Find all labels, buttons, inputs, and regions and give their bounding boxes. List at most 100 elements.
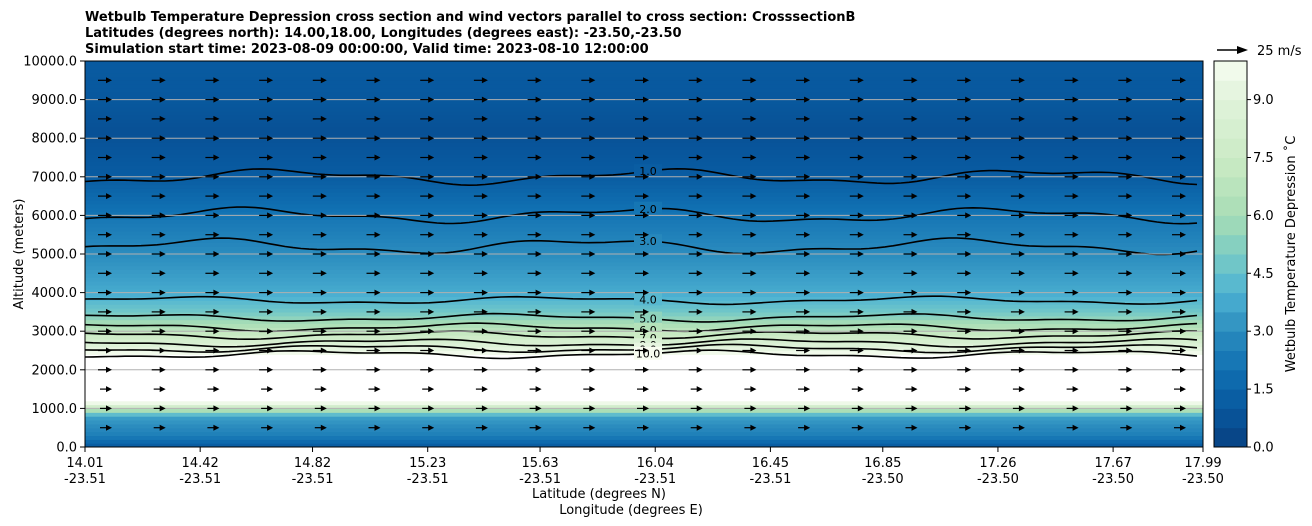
colorbar-segment bbox=[1214, 292, 1247, 313]
colorbar-segment bbox=[1214, 331, 1247, 351]
wind-vector-head bbox=[267, 405, 274, 412]
wind-vector-head bbox=[428, 96, 435, 103]
wind-vector-head bbox=[481, 270, 488, 277]
x-tick-label-lon: -23.50 bbox=[977, 472, 1019, 487]
field-band bbox=[85, 435, 1203, 440]
wind-vector-head bbox=[750, 270, 757, 277]
wind-vector-head bbox=[1072, 289, 1079, 296]
wind-vector-head bbox=[106, 115, 112, 122]
wind-vector-head bbox=[696, 231, 703, 238]
y-tick-label: 2000.0 bbox=[32, 363, 78, 378]
wind-vector-head bbox=[1018, 347, 1025, 354]
wind-vector-head bbox=[1180, 173, 1186, 180]
y-tick-label: 4000.0 bbox=[32, 286, 78, 301]
wind-vector-head bbox=[213, 135, 220, 142]
wind-vector-head bbox=[1180, 154, 1186, 161]
wind-vector-head bbox=[374, 135, 381, 142]
colorbar: 0.0 1.5 3.0 4.5 6.0 7.5 9.0 bbox=[1213, 60, 1274, 456]
wind-vector-head bbox=[159, 328, 166, 335]
wind-vector-head bbox=[589, 231, 596, 238]
colorbar-segment bbox=[1214, 61, 1247, 81]
contour-label: 4.0 bbox=[639, 293, 657, 306]
wind-vector-head bbox=[320, 212, 327, 219]
field-band bbox=[85, 91, 1203, 97]
wind-vector-head bbox=[374, 328, 381, 335]
wind-vector-head bbox=[589, 424, 596, 431]
wind-vector-head bbox=[643, 212, 649, 219]
wind-vector-head bbox=[267, 308, 274, 315]
wind-vector-head bbox=[374, 289, 381, 296]
wind-vector-head bbox=[320, 366, 327, 373]
wind-vector-head bbox=[1180, 96, 1186, 103]
wind-vector-head bbox=[481, 231, 488, 238]
wind-vector-head bbox=[428, 308, 435, 315]
wind-vector-head bbox=[159, 366, 166, 373]
wind-vector-head bbox=[857, 308, 864, 315]
wind-vector-head bbox=[213, 193, 220, 200]
wind-vector-head bbox=[374, 424, 381, 431]
wind-vector-head bbox=[750, 251, 757, 257]
colorbar-segment bbox=[1214, 427, 1247, 448]
wind-vector-head bbox=[481, 135, 488, 142]
wind-vector-head bbox=[911, 289, 918, 296]
x-axis-label-lon: Longitude (degrees E) bbox=[559, 503, 703, 518]
wind-vector-head bbox=[428, 328, 435, 335]
wind-vector-head bbox=[213, 347, 220, 354]
y-tick-label: 10000.0 bbox=[23, 55, 77, 70]
field-band bbox=[85, 246, 1203, 251]
wind-vector-head bbox=[159, 386, 166, 393]
wind-vector-head bbox=[911, 405, 918, 412]
wind-vector-head bbox=[1018, 193, 1025, 200]
wind-vector-head bbox=[213, 405, 220, 412]
wind-vector-head bbox=[481, 96, 488, 103]
wind-vector-head bbox=[481, 154, 488, 161]
wind-vector-head bbox=[589, 96, 596, 103]
wind-vector-head bbox=[159, 405, 166, 412]
wind-vector-head bbox=[965, 405, 972, 412]
wind-vector-head bbox=[750, 405, 757, 412]
wind-vector-head bbox=[804, 270, 811, 277]
x-axis-label-lat: Latitude (degrees N) bbox=[532, 487, 666, 502]
field-band bbox=[85, 431, 1203, 437]
wind-vector-head bbox=[106, 424, 112, 431]
wind-vector-head bbox=[1072, 405, 1079, 412]
colorbar-label: Wetbulb Temperature Depression ˚C bbox=[1283, 136, 1299, 373]
wind-vector-head bbox=[589, 135, 596, 142]
x-tick-label-lon: -23.51 bbox=[407, 472, 449, 487]
wind-vector-head bbox=[965, 173, 972, 180]
wind-vector-head bbox=[804, 77, 811, 84]
wind-vector-head bbox=[1180, 251, 1186, 257]
wind-vector-head bbox=[213, 115, 220, 122]
wind-vector-head bbox=[589, 366, 596, 373]
x-tick-label-lon: -23.51 bbox=[292, 472, 334, 487]
field-band bbox=[85, 68, 1203, 74]
wind-vector-head bbox=[159, 135, 166, 142]
wind-vector-head bbox=[428, 212, 435, 219]
wind-vector-head bbox=[1072, 77, 1079, 84]
wind-vector-head bbox=[481, 173, 488, 180]
wind-vector-head bbox=[159, 289, 166, 296]
wind-vector-head bbox=[428, 251, 435, 257]
wind-vector-head bbox=[857, 96, 864, 103]
wind-vector-head bbox=[643, 231, 649, 238]
field-band bbox=[85, 412, 1203, 417]
wind-vector-head bbox=[965, 193, 972, 200]
wind-vector-head bbox=[911, 308, 918, 315]
wind-vector-head bbox=[804, 96, 811, 103]
wind-vector-head bbox=[1072, 173, 1079, 180]
wind-vector-head bbox=[320, 96, 327, 103]
colorbar-segment bbox=[1214, 350, 1247, 371]
wind-vector-head bbox=[267, 173, 274, 180]
wind-vector-head bbox=[589, 270, 596, 277]
wind-vector-head bbox=[965, 270, 972, 277]
wind-vector-head bbox=[1126, 366, 1133, 373]
wind-vector-head bbox=[428, 231, 435, 238]
wind-vector-head bbox=[1126, 96, 1133, 103]
field-band bbox=[85, 126, 1203, 132]
wind-vector-head bbox=[428, 405, 435, 412]
wind-vector-head bbox=[1018, 424, 1025, 431]
wind-vector-head bbox=[481, 289, 488, 296]
wind-vector-head bbox=[320, 308, 327, 315]
wind-vector-head bbox=[213, 270, 220, 277]
wind-vector-head bbox=[159, 424, 166, 431]
